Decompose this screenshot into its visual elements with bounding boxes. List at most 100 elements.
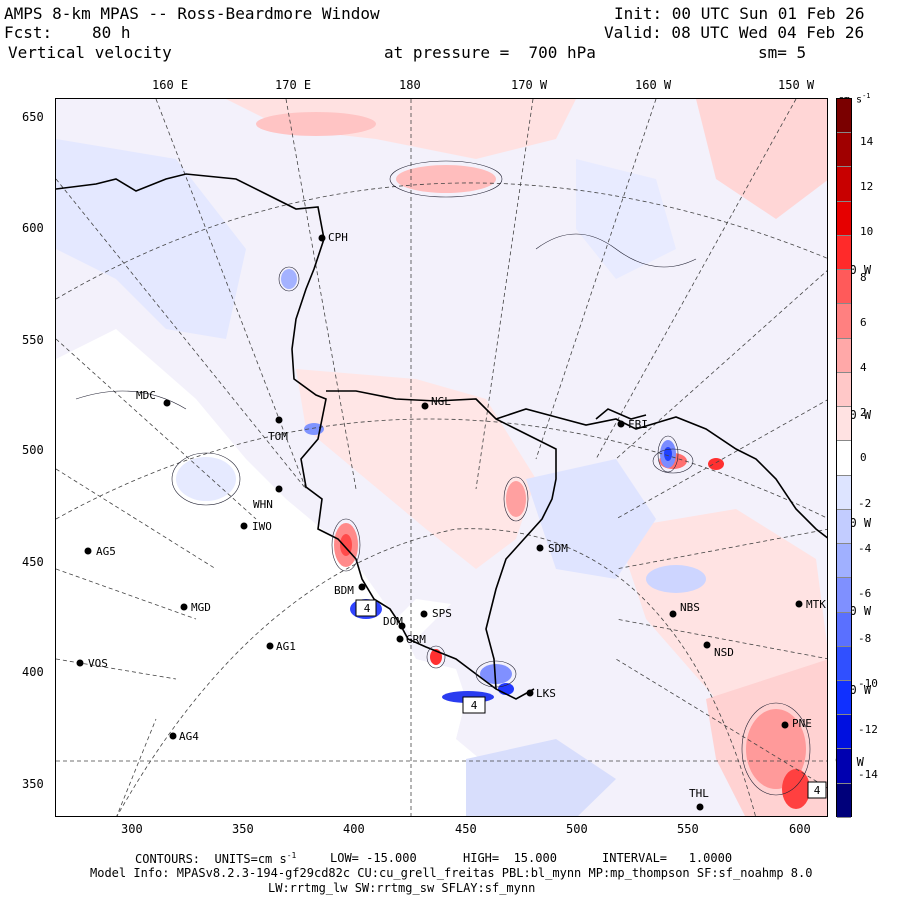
station-dot xyxy=(84,547,92,555)
station-dot xyxy=(421,402,429,410)
station-dot xyxy=(703,641,711,649)
station-dot xyxy=(696,803,704,811)
station-label: MGD xyxy=(191,601,211,614)
graticule xyxy=(56,99,827,816)
y-tick-label: 450 xyxy=(22,555,44,569)
x-tick-label: 350 xyxy=(232,822,254,836)
station-label: SPS xyxy=(432,607,452,620)
x-tick-label: 400 xyxy=(343,822,365,836)
positive-region xyxy=(616,509,827,719)
station-label: MTK xyxy=(806,598,826,611)
station-label: VOS xyxy=(88,657,108,670)
station-label: AG5 xyxy=(96,545,116,558)
negative-region xyxy=(466,739,616,816)
field-name: Vertical velocity xyxy=(8,43,172,62)
downdraft-core xyxy=(281,269,297,289)
map-title: AMPS 8-km MPAS -- Ross-Beardmore Window xyxy=(4,4,380,23)
station-dot xyxy=(420,610,428,618)
positive-region xyxy=(696,99,827,219)
station-dot xyxy=(275,416,283,424)
color-bar-tick-label: -12 xyxy=(858,722,878,736)
color-bar-tick-label: 0 xyxy=(860,451,867,465)
negative-region xyxy=(526,459,656,579)
color-bar-tick-label: -2 xyxy=(858,496,872,510)
station-label: IWO xyxy=(252,520,272,533)
station-dot xyxy=(169,732,177,740)
minimum-box xyxy=(355,599,377,617)
station-dot xyxy=(76,659,84,667)
station-dot xyxy=(318,234,326,242)
coastline xyxy=(56,173,827,700)
positive-region xyxy=(296,369,536,569)
station-dot xyxy=(396,635,404,643)
station-dot xyxy=(163,399,171,407)
station-label: WHN xyxy=(253,498,273,511)
color-bar-swatch xyxy=(837,475,851,510)
color-bar-swatch xyxy=(837,201,851,236)
station-label: NBS xyxy=(680,601,700,614)
top-lon-label: 150 W xyxy=(778,78,815,92)
color-bar-swatch xyxy=(837,338,851,373)
y-tick-label: 350 xyxy=(22,777,44,791)
x-tick-label: 500 xyxy=(566,822,588,836)
contour-low: LOW= -15.000 xyxy=(330,851,417,865)
contour-units: CONTOURS: UNITS=cm s-1 xyxy=(135,851,297,866)
color-bar-swatch xyxy=(837,235,851,271)
map-plot-area: CPH NGL MDC TOM WHN IWO AG5 MGD VOS AG1 … xyxy=(55,98,828,817)
color-bar-swatch xyxy=(837,749,851,784)
minimum-box xyxy=(807,781,827,799)
contour-interval: INTERVAL= 1.0000 xyxy=(602,851,733,865)
station-label: MDC xyxy=(136,389,156,402)
color-bar xyxy=(836,98,852,818)
color-bar-swatch xyxy=(837,304,851,339)
color-bar-tick-label: -6 xyxy=(858,587,872,600)
model-info-line2: LW:rrtmg_lw SW:rrtmg_sw SFLAY:sf_mynn xyxy=(268,881,536,895)
updraft-core xyxy=(396,165,496,193)
station-label: FBI xyxy=(628,418,648,431)
top-lon-label: 170 E xyxy=(275,78,312,92)
station-label: LKS xyxy=(536,687,556,700)
top-lon-label: 160 W xyxy=(635,78,672,92)
color-bar-tick-label: 14 xyxy=(860,135,874,148)
updraft-core xyxy=(746,709,806,789)
station-dot xyxy=(180,603,188,611)
downdraft-core xyxy=(480,664,512,684)
y-tick-label: 500 xyxy=(22,443,44,457)
station-label: PNE xyxy=(792,717,812,730)
y-tick-label: 400 xyxy=(22,665,44,679)
minimum-label: 4 xyxy=(471,699,478,712)
station-dot xyxy=(526,689,534,697)
station-dot xyxy=(275,485,283,493)
minimum-label: 4 xyxy=(364,602,371,615)
top-lon-label: 160 E xyxy=(152,78,189,92)
color-bar-swatch xyxy=(837,133,851,168)
color-bar-tick-label: 10 xyxy=(860,225,874,239)
station-dot xyxy=(617,420,625,428)
station-label: AG4 xyxy=(179,730,199,743)
color-bar-tick-label: 12 xyxy=(860,180,874,194)
color-bar-swatch xyxy=(837,544,851,579)
color-bar-swatch xyxy=(837,783,851,818)
model-info: Model Info: MPASv8.2.3-194-gf29cd82c CU:… xyxy=(90,866,813,880)
contour-high: HIGH= 15.000 xyxy=(463,851,557,865)
color-bar-swatch xyxy=(837,646,851,681)
y-tick-label: 550 xyxy=(22,333,44,347)
station-label: TOM xyxy=(268,430,288,443)
forecast-label: Fcst: xyxy=(4,23,53,42)
color-bar-swatch xyxy=(837,680,851,716)
station-dot xyxy=(536,544,544,552)
color-bar-tick-label: 4 xyxy=(860,361,867,374)
station-label: NGL xyxy=(431,395,451,408)
station-dot xyxy=(240,522,248,530)
color-bar-swatch xyxy=(837,612,851,647)
color-bar-swatch xyxy=(837,167,851,202)
station-label: DOM xyxy=(383,615,403,628)
x-tick-label: 550 xyxy=(677,822,699,836)
y-tick-label: 650 xyxy=(22,110,44,124)
station-label: SDM xyxy=(548,542,568,555)
init-time: Init: 00 UTC Sun 01 Feb 26 xyxy=(614,4,865,23)
station-label: BDM xyxy=(334,584,354,597)
minimum-markers: 4 4 4 xyxy=(355,599,827,799)
x-tick-label: 300 xyxy=(121,822,143,836)
pressure-level: at pressure = 700 hPa xyxy=(384,43,596,62)
